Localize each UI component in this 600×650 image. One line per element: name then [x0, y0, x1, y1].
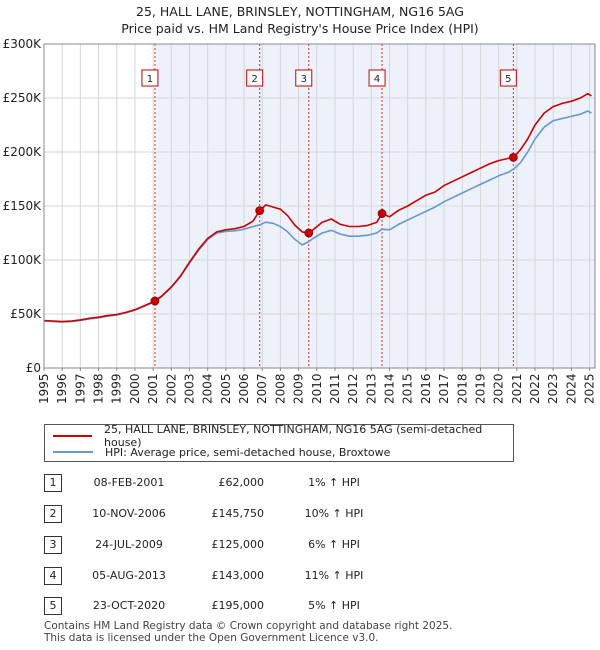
sale-number-badge: 3	[44, 536, 62, 554]
legend-label-property: 25, HALL LANE, BRINSLEY, NOTTINGHAM, NG1…	[104, 423, 483, 449]
y-tick-label: £0	[26, 361, 41, 375]
sale-point	[377, 209, 387, 218]
x-tick-label: 2010	[310, 373, 324, 404]
sale-date: 24-JUL-2009	[95, 538, 163, 551]
legend-swatch-hpi	[53, 451, 93, 453]
x-tick-label: 2024	[564, 373, 578, 404]
x-tick-label: 2022	[528, 373, 542, 404]
legend-swatch-property	[53, 435, 93, 437]
sale-point	[150, 296, 160, 306]
sale-hpi-change: 6% ↑ HPI	[308, 538, 360, 551]
sale-price: £145,750	[211, 507, 265, 520]
sale-hpi-change: 10% ↑ HPI	[304, 507, 364, 520]
sale-label-box	[368, 69, 386, 87]
sale-label-box	[141, 69, 159, 87]
x-tick-label: 2009	[292, 373, 306, 404]
x-tick-label: 2025	[583, 373, 597, 404]
x-tick-label: 2019	[473, 373, 487, 404]
x-tick-label: 1996	[55, 373, 69, 404]
sale-price: £195,000	[211, 599, 265, 612]
sale-point	[508, 152, 518, 162]
price-paid-line	[43, 92, 592, 323]
sale-label-box	[499, 69, 517, 87]
sale-label-number: 3	[301, 74, 307, 85]
table-row: 2 10-NOV-2006 £145,750 10% ↑ HPI	[44, 505, 444, 525]
x-tick-label: 2007	[255, 373, 269, 404]
sale-price: £143,000	[211, 569, 265, 582]
sale-label-number: 5	[505, 74, 511, 85]
x-tick-label: 2015	[401, 373, 415, 404]
table-row: 5 23-OCT-2020 £195,000 5% ↑ HPI	[44, 597, 444, 617]
x-tick-label: 1999	[110, 373, 124, 404]
x-tick-label: 2003	[182, 373, 196, 404]
chart-subtitle: Price paid vs. HM Land Registry's House …	[121, 21, 479, 36]
x-tick-label: 2012	[346, 373, 360, 404]
plot-frame	[43, 43, 596, 369]
x-tick-label: 2000	[128, 373, 142, 404]
sale-date: 10-NOV-2006	[92, 507, 166, 520]
sale-number-badge: 2	[44, 505, 62, 523]
sale-price: £125,000	[211, 538, 265, 551]
sale-hpi-change: 1% ↑ HPI	[308, 476, 360, 489]
y-tick-label: £150K	[3, 199, 43, 213]
y-tick-label: £50K	[10, 307, 42, 321]
x-tick-label: 2023	[546, 373, 560, 404]
x-tick-label: 1998	[92, 373, 106, 404]
table-row: 4 05-AUG-2013 £143,000 11% ↑ HPI	[44, 567, 444, 587]
x-tick-label: 2016	[419, 373, 433, 404]
y-tick-label: £300K	[3, 37, 43, 51]
sale-number-badge: 5	[44, 597, 62, 615]
x-tick-label: 2013	[364, 373, 378, 404]
table-row: 1 08-FEB-2001 £62,000 1% ↑ HPI	[44, 474, 444, 494]
sale-date: 23-OCT-2020	[92, 599, 166, 612]
x-tick-label: 2006	[237, 373, 251, 404]
legend-item-hpi: HPI: Average price, semi-detached house,…	[53, 444, 390, 460]
x-tick-label: 2018	[455, 373, 469, 404]
sale-point	[255, 206, 265, 215]
chart-legend: 25, HALL LANE, BRINSLEY, NOTTINGHAM, NG1…	[44, 423, 514, 462]
price-chart: 1 2 3 4 5 £0 £50K £100K £150K £200K £250K £300K 1995…	[3, 37, 597, 404]
x-tick-label: 2008	[273, 373, 287, 404]
x-tick-label: 2011	[328, 373, 342, 404]
x-tick-label: 2017	[437, 373, 451, 404]
x-tick-label: 2020	[492, 373, 506, 404]
sale-number-badge: 4	[44, 567, 62, 585]
sale-price: £62,000	[218, 476, 265, 489]
legend-label-hpi: HPI: Average price, semi-detached house,…	[105, 445, 391, 459]
sale-label-box	[246, 69, 264, 87]
x-tick-label: 2014	[383, 373, 397, 404]
x-tick-label: 2005	[219, 373, 233, 404]
y-tick-label: £200K	[3, 145, 43, 159]
sale-label-number: 4	[374, 74, 380, 85]
sale-label-number: 1	[147, 74, 153, 85]
x-tick-label: 1995	[37, 373, 51, 404]
y-tick-label: £100K	[3, 253, 43, 267]
x-tick-label: 2004	[201, 373, 215, 404]
sale-date: 05-AUG-2013	[92, 569, 166, 582]
table-row: 3 24-JUL-2009 £125,000 6% ↑ HPI	[44, 536, 444, 556]
x-tick-label: 2021	[510, 373, 524, 404]
sale-point	[304, 228, 314, 238]
sale-number-badge: 1	[44, 474, 62, 492]
sale-date: 08-FEB-2001	[93, 476, 165, 489]
sale-hpi-change: 5% ↑ HPI	[308, 599, 360, 612]
footer-licence: This data is licensed under the Open Gov…	[44, 632, 379, 644]
sale-label-number: 2	[251, 74, 257, 85]
sale-hpi-change: 11% ↑ HPI	[304, 569, 364, 582]
chart-title: 25, HALL LANE, BRINSLEY, NOTTINGHAM, NG1…	[136, 4, 464, 19]
sale-label-box	[295, 69, 313, 87]
footer-copyright: Contains HM Land Registry data © Crown c…	[44, 620, 453, 632]
y-tick-label: £250K	[3, 91, 43, 105]
legend-item-property: 25, HALL LANE, BRINSLEY, NOTTINGHAM, NG1…	[53, 423, 513, 449]
x-tick-label: 1997	[73, 373, 87, 404]
x-tick-label: 2002	[164, 373, 178, 404]
x-tick-label: 2001	[146, 373, 160, 404]
